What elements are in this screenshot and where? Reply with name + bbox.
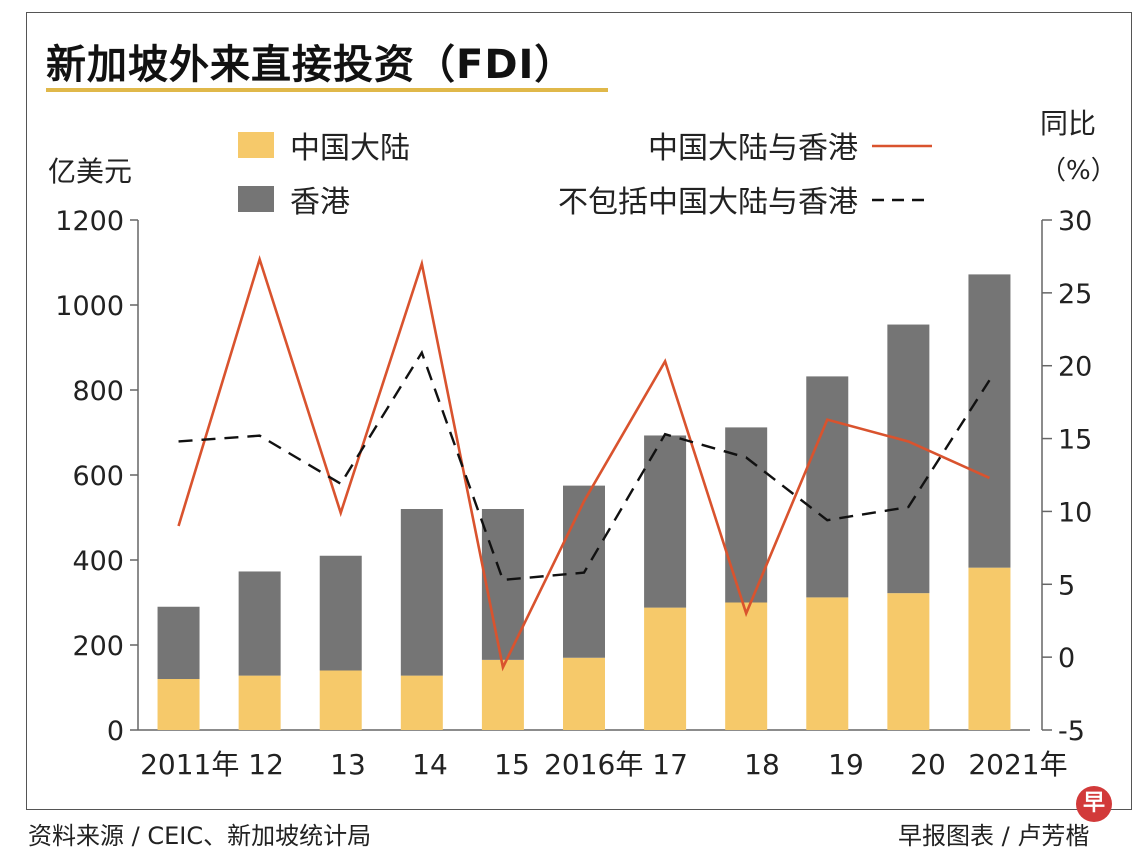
right-axis-title: 同比 xyxy=(1040,107,1097,140)
left-tick-label: 0 xyxy=(107,716,124,747)
x-tick-label: 18 xyxy=(744,748,780,781)
bar-mainland xyxy=(725,602,768,730)
right-tick-label: -5 xyxy=(1058,716,1085,747)
left-tick-label: 1200 xyxy=(55,206,124,237)
bar-hongkong xyxy=(481,509,524,660)
bar-mainland xyxy=(968,567,1011,730)
bar-hongkong xyxy=(644,435,687,608)
right-tick-label: 20 xyxy=(1058,352,1092,383)
title-underline xyxy=(46,88,608,92)
line-excl-mainland-hk xyxy=(178,349,991,582)
right-tick-label: 15 xyxy=(1058,425,1092,456)
x-tick-label: 15 xyxy=(494,748,530,781)
right-tick-label: 25 xyxy=(1058,279,1092,310)
bar-mainland xyxy=(238,675,281,730)
left-tick-label: 1000 xyxy=(55,291,124,322)
x-tick-label: 2021年 xyxy=(968,748,1067,781)
bar-mainland xyxy=(563,657,605,730)
right-tick-label: 0 xyxy=(1058,643,1075,674)
legend-label-mainland: 中国大陆 xyxy=(290,131,410,166)
legend-label-combined-line: 中国大陆与香港 xyxy=(648,131,858,166)
bar-hongkong xyxy=(968,274,1011,568)
legend-label-hongkong: 香港 xyxy=(290,185,350,220)
bar-hongkong xyxy=(319,555,362,671)
chart-frame xyxy=(26,12,1132,810)
left-axis-unit: 亿美元 xyxy=(48,155,133,188)
bar-mainland xyxy=(400,675,443,730)
right-tick-label: 5 xyxy=(1058,570,1075,601)
x-tick-label: 2011年 12 xyxy=(140,748,284,781)
credit-note: 早报图表 / 卢芳楷 xyxy=(898,822,1090,850)
line-mainland-hk xyxy=(177,254,990,672)
bar-hongkong xyxy=(887,324,930,594)
x-tick-label: 14 xyxy=(412,748,448,781)
x-tick-label: 19 xyxy=(828,748,864,781)
bar-mainland xyxy=(319,670,362,730)
bar-hongkong xyxy=(400,509,443,676)
left-tick-label: 600 xyxy=(72,461,124,492)
bar-mainland xyxy=(481,659,524,730)
right-tick-label: 30 xyxy=(1058,206,1092,237)
x-tick-label: 2016年 17 xyxy=(544,748,688,781)
legend-label-excl-line: 不包括中国大陆与香港 xyxy=(558,185,858,220)
bar-mainland xyxy=(157,679,200,730)
zaobao-logo: 早 xyxy=(1076,786,1112,822)
x-tick-label: 20 xyxy=(910,748,946,781)
left-tick-label: 200 xyxy=(72,631,124,662)
bar-hongkong xyxy=(238,571,281,676)
bar-mainland xyxy=(806,597,849,730)
bar-hongkong xyxy=(157,606,200,679)
legend-swatch-hongkong xyxy=(238,186,274,212)
legend-swatch-mainland xyxy=(238,132,274,158)
right-axis-unit: （%） xyxy=(1040,156,1117,186)
source-note: 资料来源 / CEIC、新加坡统计局 xyxy=(28,822,372,850)
bar-mainland xyxy=(644,607,687,730)
bar-mainland xyxy=(887,593,930,730)
bar-hongkong xyxy=(806,376,849,598)
x-tick-label: 13 xyxy=(330,748,366,781)
left-tick-label: 400 xyxy=(72,546,124,577)
left-tick-label: 800 xyxy=(72,376,124,407)
chart-title: 新加坡外来直接投资（FDI） xyxy=(46,42,576,88)
right-tick-label: 10 xyxy=(1058,497,1092,528)
